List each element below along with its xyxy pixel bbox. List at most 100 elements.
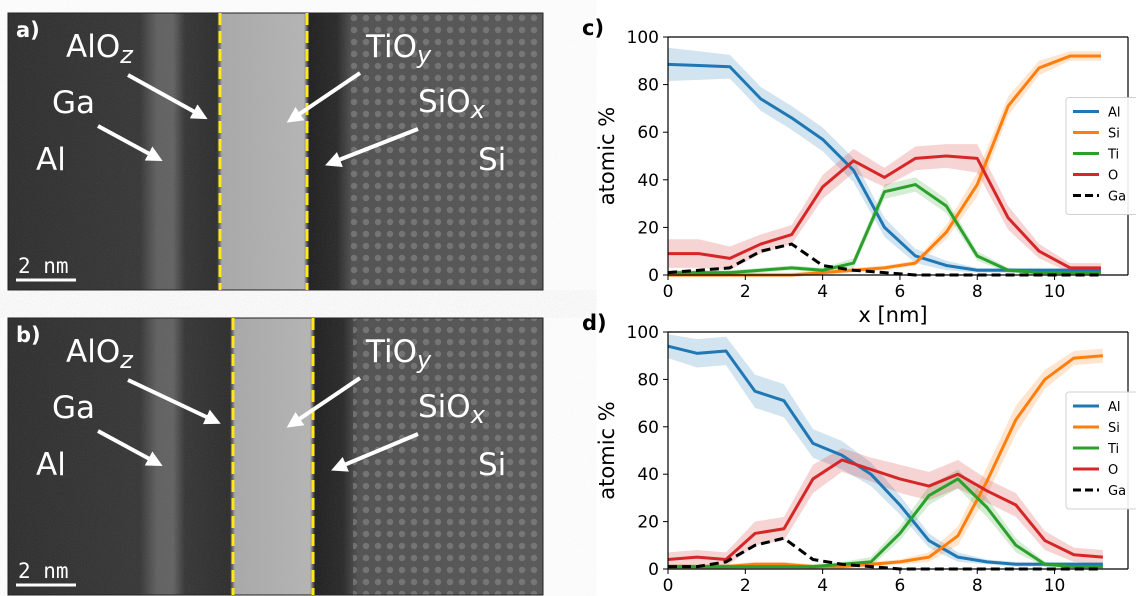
annotation: AlOz: [66, 29, 134, 69]
y-tick-label: 60: [637, 418, 659, 438]
y-tick-label: 40: [637, 465, 659, 485]
y-axis-label: atomic %: [595, 107, 619, 205]
arrow: [127, 378, 221, 425]
y-tick-label: 100: [627, 28, 659, 48]
legend-label: Si: [1108, 421, 1120, 436]
arrow: [286, 376, 362, 428]
formula-subscript: z: [119, 41, 134, 69]
panel-label: c): [582, 16, 604, 40]
x-axis-label: x [nm]: [858, 303, 927, 327]
panel-label: d): [582, 311, 607, 335]
legend-label: Al: [1108, 400, 1121, 415]
annotation: AlOz: [66, 334, 134, 374]
formula-base: SiO: [418, 389, 471, 425]
series-line: [667, 458, 1103, 562]
legend-label: O: [1108, 463, 1118, 478]
error-band: [668, 334, 1103, 567]
x-tick-label: 4: [817, 576, 828, 596]
arrow: [97, 124, 163, 162]
error-band: [668, 144, 1101, 273]
formula-subscript: x: [470, 401, 486, 429]
formula-subscript: z: [119, 346, 134, 374]
legend-label: Ti: [1107, 442, 1119, 457]
annotation: SiOx: [418, 389, 486, 429]
image-border: [7, 317, 544, 596]
series-line: [667, 242, 1101, 277]
formula-base: TiO: [365, 29, 417, 65]
scale-bar-label: 2 nm: [18, 254, 69, 278]
image-border: [7, 12, 544, 291]
panel-label: b): [16, 323, 41, 347]
y-tick-label: 20: [637, 513, 659, 533]
image-panel: a) Al Ga Si AlOz TiOy SiOx 2 nm: [7, 12, 544, 291]
error-band: [668, 177, 1101, 275]
error-band: [668, 448, 1103, 567]
formula-base: SiO: [418, 84, 471, 120]
series-line: [668, 536, 1103, 571]
error-band: [668, 47, 1101, 273]
arrow: [127, 73, 208, 120]
arrow: [325, 127, 419, 167]
annotation: Si: [478, 447, 506, 483]
formula-base: AlO: [66, 29, 120, 65]
y-tick-label: 40: [637, 171, 659, 191]
legend-box: [1065, 97, 1136, 215]
x-tick-label: 0: [663, 576, 674, 596]
series-line: [668, 477, 1103, 569]
y-tick-label: 0: [648, 266, 659, 286]
formula-base: AlO: [66, 334, 120, 370]
panel-label: a): [16, 18, 40, 42]
formula-subscript: x: [470, 96, 486, 124]
legend-label: Ga: [1108, 484, 1126, 499]
legend-label: Al: [1108, 106, 1121, 121]
noise: [8, 13, 543, 290]
x-tick-label: 2: [740, 576, 751, 596]
x-tick-label: 0: [663, 282, 674, 302]
x-tick-label: 6: [895, 282, 906, 302]
series-line: [668, 154, 1101, 270]
annotation: TiOy: [365, 29, 432, 69]
error-band: [668, 348, 1103, 569]
x-tick-label: 2: [740, 282, 751, 302]
series-line: [667, 62, 1101, 272]
formula-subscript: y: [416, 346, 432, 374]
legend-label: Ga: [1108, 190, 1126, 205]
annotation: Ga: [52, 85, 95, 121]
x-tick-label: 10: [1044, 282, 1066, 302]
annotation: Si: [478, 142, 506, 178]
y-tick-label: 20: [637, 218, 659, 238]
y-tick-label: 0: [648, 560, 659, 580]
y-tick-label: 60: [637, 123, 659, 143]
scale-bar-label: 2 nm: [18, 559, 69, 583]
x-tick-label: 8: [972, 282, 983, 302]
x-tick-label: 6: [895, 576, 906, 596]
y-axis-label: atomic %: [595, 401, 619, 499]
annotation: Ga: [52, 390, 95, 426]
series-line: [668, 183, 1101, 275]
y-tick-label: 80: [637, 76, 659, 96]
legend-box: [1065, 391, 1136, 510]
chart: 0 20 40 60 80 100 0 2 4 6 8 10 x [nm] atomic % c) Al Si T…: [582, 16, 1136, 327]
legend-label: Si: [1108, 127, 1120, 142]
series-line: [667, 344, 1103, 566]
annotation: TiOy: [365, 334, 432, 374]
noise: [8, 318, 543, 595]
formula-subscript: y: [416, 41, 432, 69]
x-tick-label: 8: [972, 576, 983, 596]
annotation: SiOx: [418, 84, 486, 124]
arrow: [331, 432, 419, 472]
y-tick-label: 80: [637, 370, 659, 390]
arrow: [97, 429, 163, 467]
arrow: [286, 71, 362, 123]
legend-label: O: [1108, 169, 1118, 184]
annotation: Al: [36, 447, 66, 483]
annotation: Al: [36, 142, 66, 178]
image-panel: b) Al Ga Si AlOz TiOy SiOx 2 nm: [7, 317, 544, 596]
y-tick-label: 100: [627, 323, 659, 343]
x-tick-label: 4: [817, 282, 828, 302]
formula-base: TiO: [365, 334, 417, 370]
legend-label: Ti: [1107, 148, 1119, 163]
